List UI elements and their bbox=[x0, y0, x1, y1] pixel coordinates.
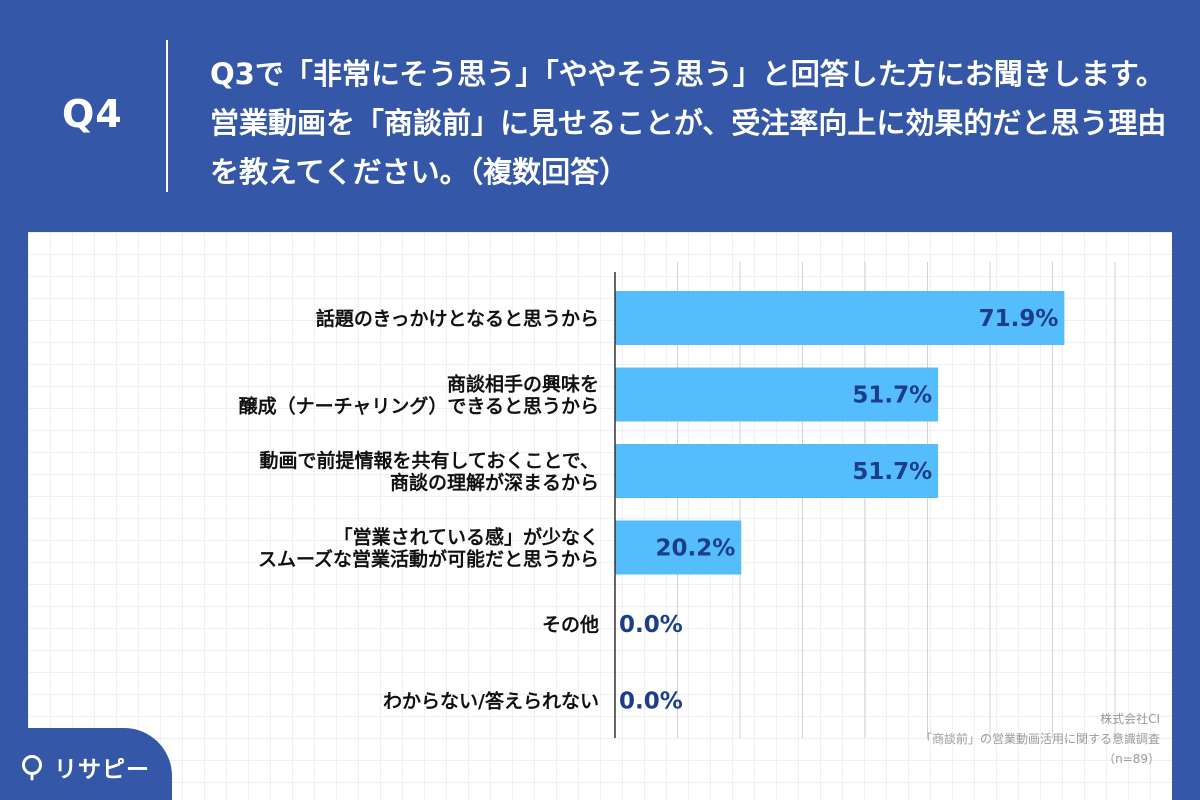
category-label: 話題のきっかけとなると思うから bbox=[316, 307, 599, 330]
category-label: 商談の理解が深まるから bbox=[390, 471, 599, 494]
bar bbox=[615, 444, 939, 498]
category-label: その他 bbox=[542, 613, 599, 636]
source-note: 株式会社CI 「商談前」の営業動画活用に関する意識調査 （n=89） bbox=[920, 709, 1160, 769]
bar-chart: 71.9% 話題のきっかけとなると思うから 51.7% 商談相手の興味を醸成（ナーチャ… bbox=[239, 262, 1116, 738]
category-label: わからない/答えられない bbox=[383, 690, 599, 713]
value-label: 20.2% bbox=[655, 536, 735, 562]
source-survey: 「商談前」の営業動画活用に関する意識調査 bbox=[919, 732, 1160, 746]
source-company: 株式会社CI bbox=[1100, 712, 1160, 726]
logo-text: リサピー bbox=[54, 757, 150, 783]
category-label: 醸成（ナーチャリング）できると思うから bbox=[239, 395, 599, 418]
category-label: 動画で前提情報を共有しておくことで、 bbox=[259, 449, 599, 472]
chart-panel: 71.9% 話題のきっかけとなると思うから 51.7% 商談相手の興味を 醸成（ナーチャ… bbox=[28, 232, 1172, 800]
bar bbox=[615, 367, 939, 422]
question-text: Q3で「非常にそう思う」「ややそう思う」と回答した方にお聞きします。営業動画を「… bbox=[210, 57, 1167, 189]
brand-logo: リサピー bbox=[18, 750, 150, 784]
header-divider bbox=[166, 40, 168, 192]
logo-tab bbox=[0, 728, 172, 800]
value-label: 71.9% bbox=[979, 306, 1059, 332]
value-label: 51.7% bbox=[852, 459, 932, 485]
category-label: 「営業されている感」が少なく bbox=[334, 526, 599, 549]
bar bbox=[615, 291, 1065, 345]
bar bbox=[615, 520, 742, 575]
value-label: 51.7% bbox=[852, 383, 932, 409]
source-sample: （n=89） bbox=[1103, 752, 1160, 766]
search-pin-icon bbox=[22, 755, 42, 781]
category-label: スムーズな営業活動が可能だと思うから bbox=[258, 548, 599, 571]
question-number: Q4 bbox=[62, 92, 123, 136]
value-label: 0.0% bbox=[619, 612, 683, 638]
value-label: 0.0% bbox=[619, 689, 683, 715]
category-label: 商談相手の興味を bbox=[447, 373, 599, 396]
